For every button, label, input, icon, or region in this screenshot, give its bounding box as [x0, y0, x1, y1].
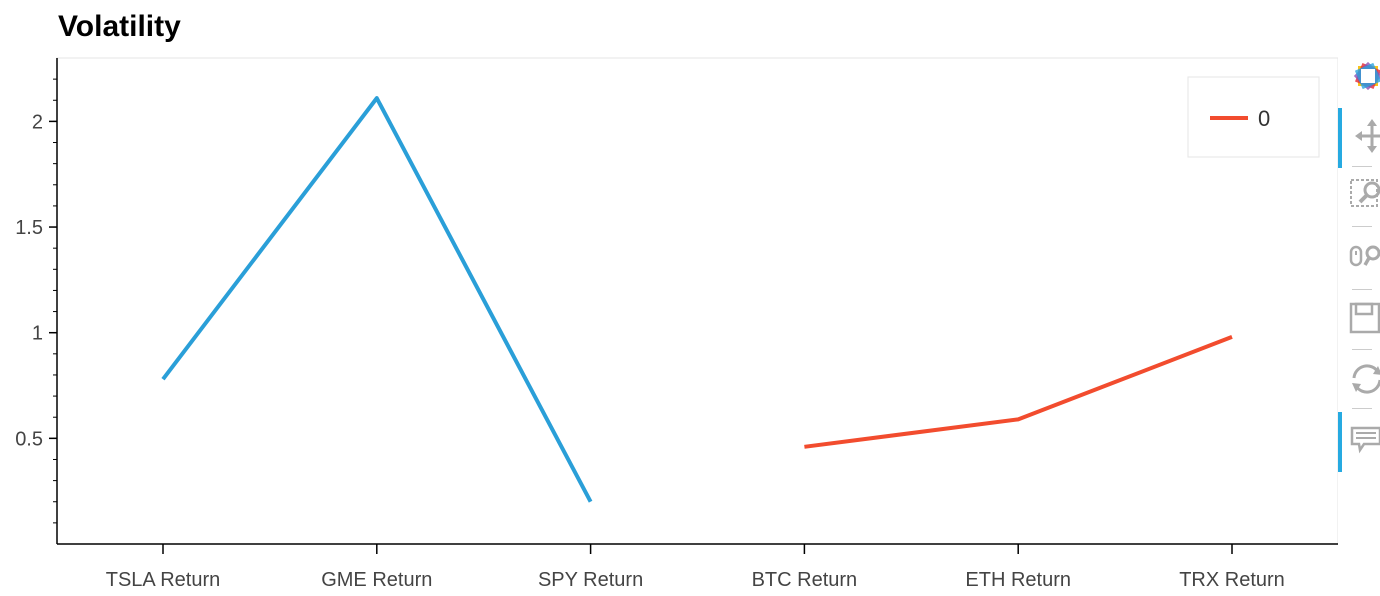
x-tick-label: ETH Return: [965, 569, 1071, 591]
y-axis: 0.5 1 1.5 2: [15, 58, 58, 544]
bokeh-logo-icon[interactable]: [1346, 56, 1380, 96]
legend-box: [1187, 76, 1320, 158]
toolbar-divider: [1352, 349, 1372, 350]
x-axis: TSLA Return GME Return SPY Return BTC Retur…: [57, 543, 1338, 591]
y-tick-label: 1.5: [15, 217, 43, 239]
x-tick-label: TRX Return: [1179, 569, 1285, 591]
hover-icon[interactable]: [1346, 418, 1380, 458]
series-line-0: [161, 96, 593, 503]
pan-icon[interactable]: [1346, 116, 1380, 156]
pan-active-indicator: [1338, 108, 1342, 168]
save-icon[interactable]: [1346, 298, 1380, 338]
chart-toolbar: [1338, 56, 1380, 486]
x-tick-label: GME Return: [321, 569, 432, 591]
toolbar-divider: [1352, 289, 1372, 290]
legend: 0: [1187, 76, 1320, 158]
y-tick-label: 2: [32, 111, 43, 133]
reset-icon[interactable]: [1346, 358, 1380, 398]
toolbar-divider: [1352, 166, 1372, 167]
x-tick-label: TSLA Return: [106, 569, 221, 591]
line-chart: 0.5 1 1.5 2 TSLA Return GME Return SPY Return…: [15, 57, 1338, 591]
series-layer: [161, 96, 1233, 503]
box-zoom-icon[interactable]: [1346, 174, 1380, 214]
toolbar-divider: [1352, 226, 1372, 227]
wheel-zoom-icon[interactable]: [1346, 236, 1380, 276]
x-tick-label: SPY Return: [538, 569, 643, 591]
hover-active-indicator: [1338, 412, 1342, 472]
y-tick-label: 0.5: [15, 428, 43, 450]
plot-frame: [56, 57, 1338, 545]
legend-label: 0: [1258, 106, 1270, 131]
series-line-1: [804, 335, 1233, 449]
y-tick-label: 1: [32, 323, 43, 345]
x-tick-label: BTC Return: [752, 569, 858, 591]
chart-title: Volatility: [58, 10, 181, 43]
toolbar-divider: [1352, 408, 1372, 409]
